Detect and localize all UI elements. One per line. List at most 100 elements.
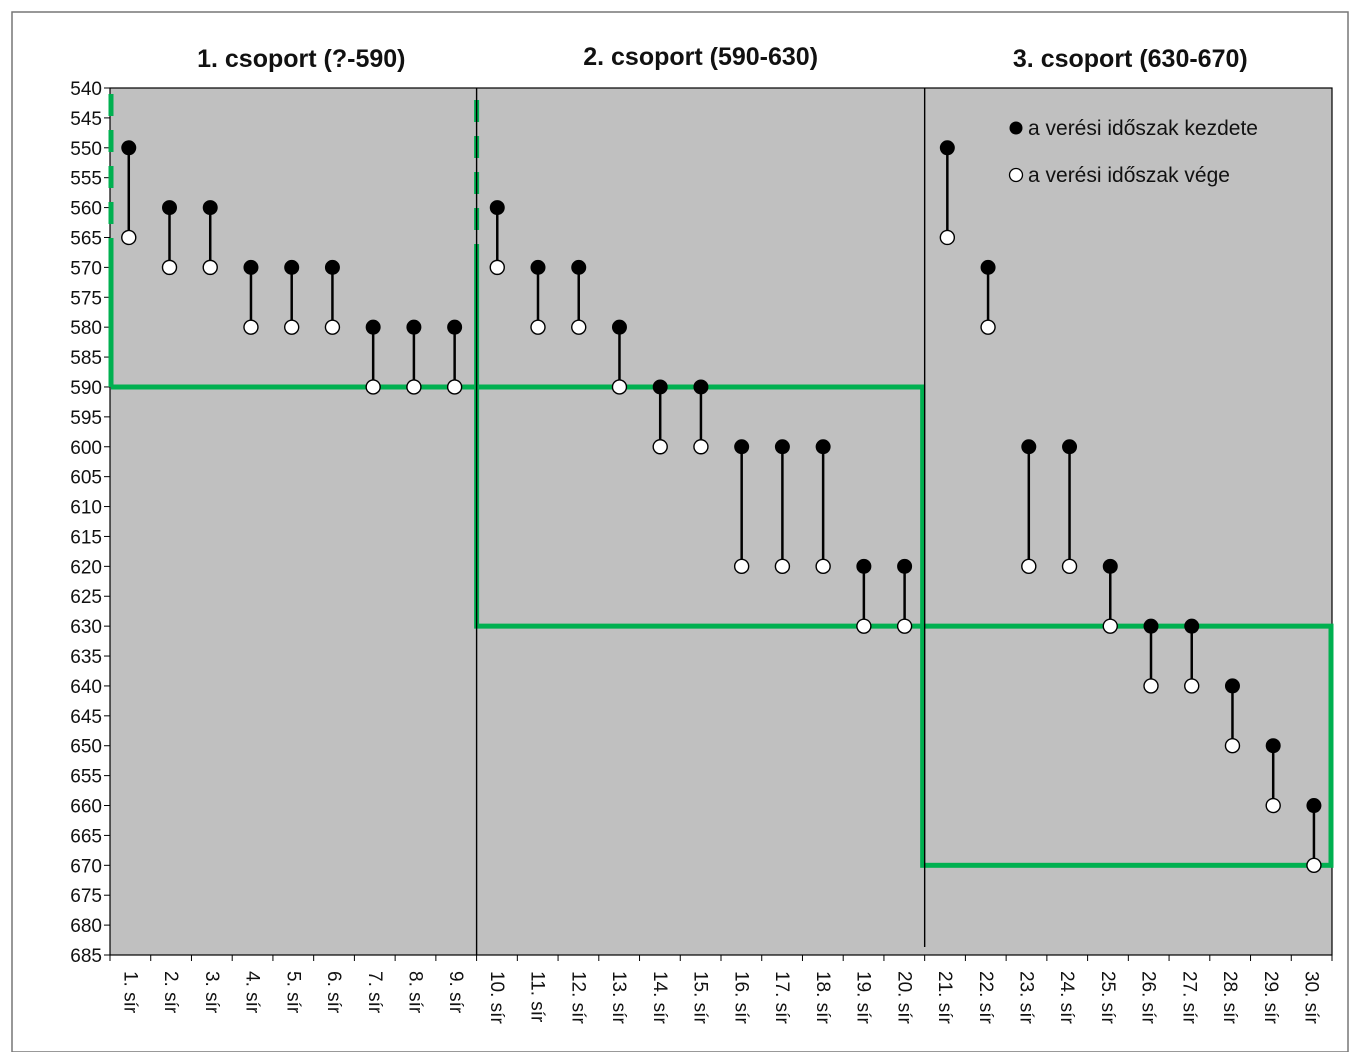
y-tick-label: 620 bbox=[70, 557, 102, 578]
start-point bbox=[530, 259, 546, 275]
start-point bbox=[897, 558, 913, 574]
x-tick-label: 11. sír bbox=[527, 971, 548, 1023]
start-point bbox=[489, 200, 505, 216]
x-tick-label: 21. sír bbox=[934, 971, 955, 1024]
start-point bbox=[611, 319, 627, 335]
y-tick-label: 550 bbox=[70, 139, 102, 160]
start-point bbox=[1102, 558, 1118, 574]
end-point bbox=[571, 319, 587, 335]
x-tick-label: 9. sír bbox=[445, 971, 466, 1014]
y-tick-label: 545 bbox=[70, 109, 102, 130]
end-point bbox=[1306, 857, 1322, 874]
end-point bbox=[406, 379, 422, 395]
x-tick-label: 20. sír bbox=[893, 971, 914, 1024]
end-point bbox=[693, 439, 709, 455]
x-tick-label: 3. sír bbox=[201, 971, 222, 1014]
start-point bbox=[774, 439, 790, 455]
legend-filled-marker bbox=[1009, 121, 1023, 135]
y-tick-label: 560 bbox=[70, 199, 102, 220]
end-point bbox=[774, 558, 791, 575]
start-point bbox=[734, 439, 750, 455]
legend-label: a verési időszak vége bbox=[1028, 164, 1230, 187]
end-point bbox=[284, 319, 300, 335]
x-tick-label: 17. sír bbox=[771, 971, 792, 1024]
start-point bbox=[856, 558, 872, 574]
group-title: 2. csoport (590-630) bbox=[583, 43, 818, 71]
end-point bbox=[611, 379, 628, 395]
x-tick-label: 6. sír bbox=[323, 971, 344, 1014]
y-tick-label: 570 bbox=[70, 258, 102, 279]
start-point bbox=[1184, 618, 1200, 634]
y-tick-label: 630 bbox=[70, 617, 102, 638]
y-tick-label: 685 bbox=[70, 946, 102, 967]
end-point bbox=[489, 259, 505, 276]
x-tick-label: 22. sír bbox=[975, 971, 996, 1024]
end-point bbox=[202, 259, 218, 276]
y-tick-label: 650 bbox=[70, 737, 102, 758]
y-tick-label: 590 bbox=[70, 378, 102, 399]
end-point bbox=[980, 319, 996, 335]
start-point bbox=[980, 259, 996, 275]
end-point bbox=[733, 558, 750, 575]
start-point bbox=[365, 319, 381, 335]
end-point bbox=[856, 618, 872, 634]
end-point bbox=[896, 618, 913, 634]
end-point bbox=[1102, 618, 1118, 634]
x-tick-label: 28. sír bbox=[1219, 971, 1240, 1024]
y-tick-label: 635 bbox=[70, 647, 102, 668]
start-point bbox=[1306, 798, 1322, 814]
x-tick-label: 23. sír bbox=[1016, 971, 1037, 1024]
group-frame-3 bbox=[920, 623, 1334, 868]
x-tick-label: 10. sír bbox=[486, 971, 507, 1024]
start-point bbox=[243, 259, 259, 275]
start-point bbox=[939, 140, 955, 156]
y-tick-label: 600 bbox=[70, 438, 102, 459]
end-point bbox=[652, 439, 668, 455]
y-tick-label: 595 bbox=[70, 408, 102, 429]
end-point bbox=[815, 558, 831, 575]
x-tick-label: 1. sír bbox=[119, 971, 140, 1014]
end-point bbox=[365, 379, 381, 395]
x-tick-label: 5. sír bbox=[282, 971, 303, 1014]
x-tick-label: 27. sír bbox=[1178, 971, 1199, 1024]
end-point bbox=[1184, 678, 1200, 694]
start-point bbox=[1143, 618, 1159, 634]
start-point bbox=[162, 200, 177, 216]
x-tick-label: 29. sír bbox=[1260, 971, 1281, 1024]
legend-open-marker bbox=[1008, 167, 1024, 183]
y-tick-label: 580 bbox=[70, 318, 102, 339]
end-point bbox=[939, 229, 956, 246]
y-tick-label: 615 bbox=[70, 527, 102, 548]
y-tick-label: 645 bbox=[70, 707, 102, 728]
end-point bbox=[1143, 678, 1159, 694]
x-tick-label: 30. sír bbox=[1301, 971, 1322, 1024]
x-tick-label: 24. sír bbox=[1056, 971, 1077, 1024]
y-tick-label: 665 bbox=[70, 826, 102, 847]
y-tick-label: 655 bbox=[70, 767, 102, 788]
start-point bbox=[324, 259, 340, 275]
x-tick-label: 16. sír bbox=[730, 971, 751, 1024]
start-point bbox=[1021, 439, 1037, 455]
start-point bbox=[284, 259, 300, 275]
end-point bbox=[161, 259, 178, 276]
y-tick-label: 540 bbox=[70, 79, 102, 100]
start-point bbox=[652, 379, 668, 395]
start-point bbox=[406, 319, 422, 335]
x-tick-label: 7. sír bbox=[364, 971, 385, 1014]
start-point bbox=[447, 319, 463, 335]
group-title: 3. csoport (630-670) bbox=[1013, 45, 1248, 73]
y-tick-label: 670 bbox=[70, 856, 102, 877]
end-point bbox=[121, 229, 137, 246]
x-tick-label: 25. sír bbox=[1097, 971, 1118, 1024]
x-tick-label: 14. sír bbox=[649, 971, 670, 1024]
start-point bbox=[202, 200, 218, 216]
end-point bbox=[1021, 558, 1037, 575]
start-point bbox=[1062, 439, 1078, 455]
group-title: 1. csoport (?-590) bbox=[197, 45, 405, 73]
y-tick-label: 585 bbox=[70, 348, 102, 369]
x-tick-label: 8. sír bbox=[405, 971, 426, 1014]
start-point bbox=[1224, 678, 1240, 694]
y-tick-label: 625 bbox=[70, 587, 102, 608]
x-tick-label: 26. sír bbox=[1138, 971, 1159, 1024]
